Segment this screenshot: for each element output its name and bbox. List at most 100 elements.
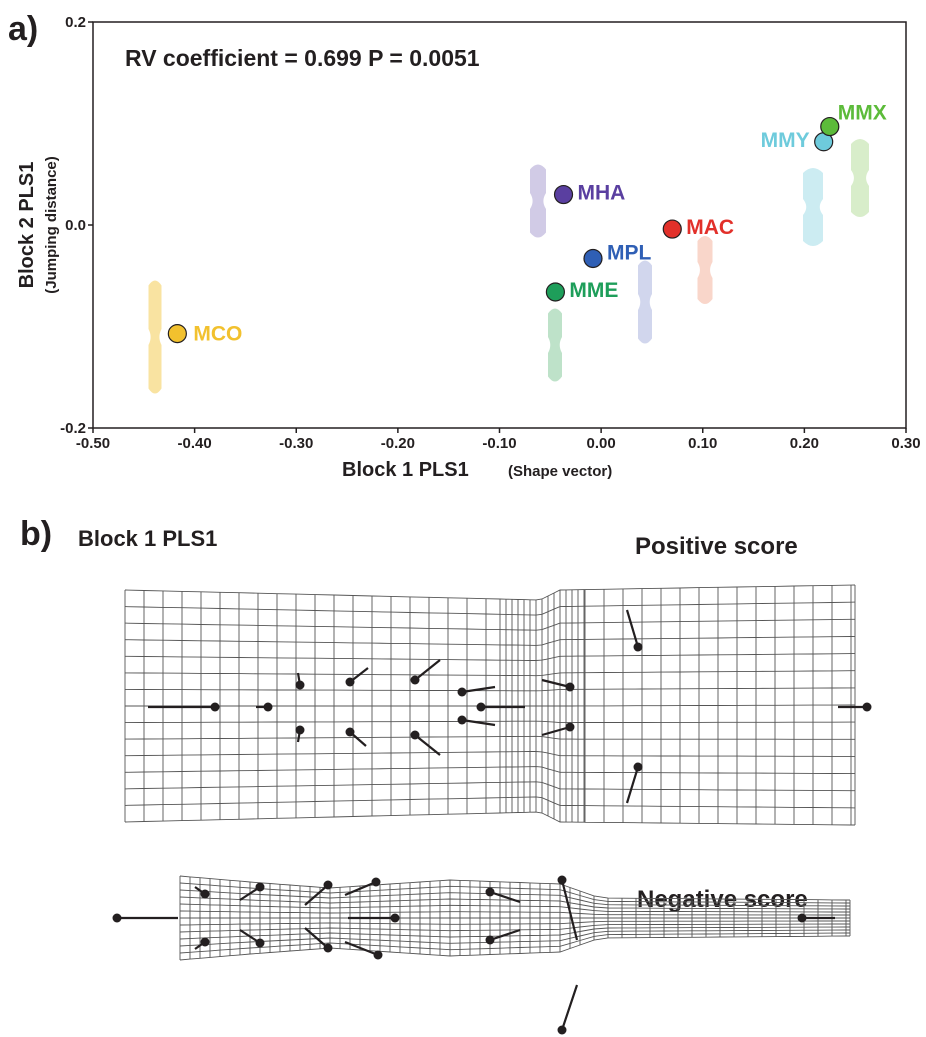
landmark <box>263 702 273 712</box>
landmark <box>323 880 333 890</box>
silhouette <box>548 308 562 382</box>
point-label: MHA <box>578 182 626 205</box>
grid-row <box>124 720 855 724</box>
grid-row <box>179 903 850 913</box>
landmark-vector <box>541 725 571 737</box>
landmark <box>565 722 575 732</box>
panel-label: a) <box>8 10 38 48</box>
grid-row <box>179 896 850 910</box>
grid-row <box>124 618 855 631</box>
grid-row <box>179 910 850 916</box>
y-axis-note: (Jumping distance) <box>43 156 60 294</box>
grid-row <box>179 923 850 933</box>
landmarks <box>112 609 872 1035</box>
silhouette <box>803 168 823 246</box>
x-tick-label: -0.30 <box>279 435 313 452</box>
grid-row <box>124 751 855 757</box>
landmark-vector <box>304 927 329 949</box>
landmark <box>371 877 381 887</box>
silhouette <box>148 280 162 394</box>
landmark-vector <box>625 766 640 804</box>
x-tick-label: -0.10 <box>482 435 516 452</box>
x-tick-label: 0.20 <box>790 435 819 452</box>
landmark <box>210 702 220 712</box>
grid-row <box>179 875 850 901</box>
landmark <box>633 642 643 652</box>
x-axis-note: (Shape vector) <box>508 463 612 480</box>
grid-row <box>124 735 855 740</box>
landmark <box>345 727 355 737</box>
landmark <box>633 762 643 772</box>
silhouette <box>851 139 869 217</box>
x-tick-label: 0.30 <box>891 435 920 452</box>
landmark <box>557 1025 567 1035</box>
x-tick-label: -0.20 <box>381 435 415 452</box>
grid-row <box>124 653 855 661</box>
landmark <box>565 682 575 692</box>
landmark <box>255 882 265 892</box>
grid-row <box>124 584 856 601</box>
x-tick-label: -0.50 <box>76 435 110 452</box>
y-tick-label: 0.2 <box>65 14 86 31</box>
grid-row <box>179 932 850 954</box>
deformation-grids <box>124 584 856 961</box>
point-label: MPL <box>607 241 652 264</box>
panel-label: b) <box>20 515 52 553</box>
x-axis-label: Block 1 PLS1 <box>342 459 469 481</box>
landmark <box>862 702 872 712</box>
point <box>553 184 574 205</box>
landmark <box>410 675 420 685</box>
landmark <box>112 913 122 923</box>
silhouette <box>697 236 713 304</box>
point <box>167 324 187 344</box>
grid-row <box>124 766 855 775</box>
silhouette <box>638 260 652 344</box>
landmark <box>457 687 467 697</box>
landmark <box>345 677 355 687</box>
x-tick-label: -0.40 <box>178 435 212 452</box>
point-label: MAC <box>686 216 734 239</box>
point-label: MMY <box>761 129 810 152</box>
grid-row <box>179 935 850 961</box>
point <box>583 248 603 269</box>
grid-row <box>124 601 856 616</box>
annotation: RV coefficient = 0.699 P = 0.0051 <box>125 45 480 71</box>
landmark-vector <box>461 685 496 694</box>
grid-row <box>124 781 855 792</box>
y-axis-label: Block 2 PLS1 <box>16 162 38 289</box>
point-label: MME <box>569 279 618 302</box>
landmark-vector <box>414 734 441 756</box>
landmark-vector <box>625 609 640 648</box>
landmark <box>255 938 265 948</box>
landmark <box>295 725 305 735</box>
grid-row <box>125 704 855 707</box>
grid-row <box>124 670 855 677</box>
landmark-vector <box>344 940 379 957</box>
landmark <box>295 680 305 690</box>
landmark <box>557 875 567 885</box>
landmark <box>476 702 486 712</box>
point <box>662 219 682 239</box>
grid-row <box>179 929 850 947</box>
panel-title: Block 1 PLS1 <box>78 526 217 551</box>
landmark <box>485 935 495 945</box>
landmark <box>457 715 467 725</box>
landmark <box>797 913 807 923</box>
landmark-vector <box>489 928 521 942</box>
landmark-vector <box>414 659 441 681</box>
grid-row <box>179 920 850 926</box>
x-tick-label: 0.00 <box>587 435 616 452</box>
landmark <box>390 913 400 923</box>
y-tick-label: -0.2 <box>60 420 86 437</box>
landmark-vector <box>304 884 329 906</box>
grid-row <box>124 811 855 826</box>
landmark <box>200 889 210 899</box>
landmark-vector <box>541 678 571 689</box>
landmark <box>485 887 495 897</box>
grid-row <box>179 882 850 904</box>
x-tick-label: 0.10 <box>688 435 717 452</box>
landmark-vector <box>461 718 496 727</box>
positive-label: Positive score <box>635 533 798 560</box>
